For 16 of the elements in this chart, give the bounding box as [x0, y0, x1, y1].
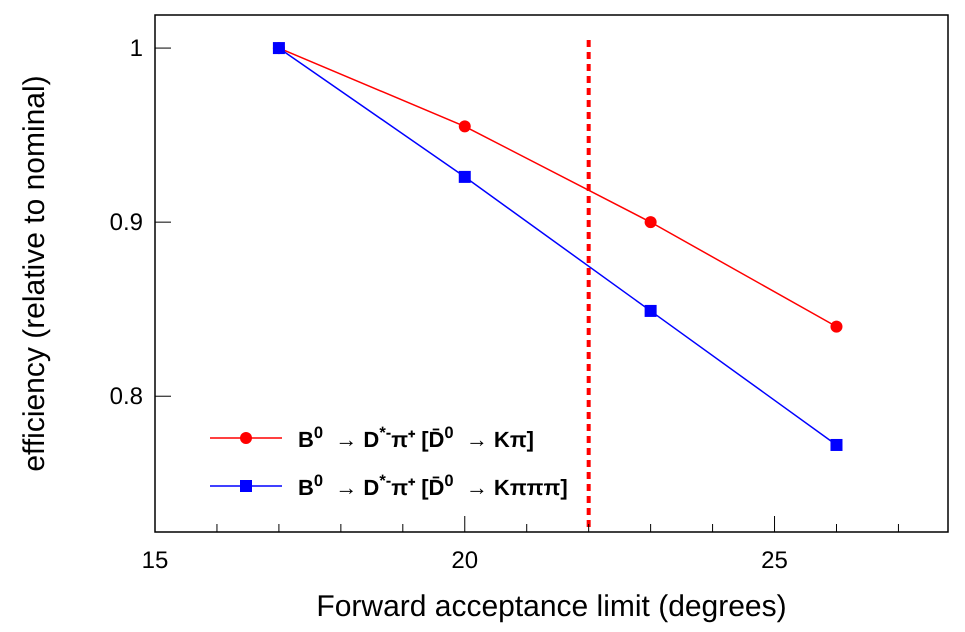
y-axis-title: efficiency (relative to nominal) [18, 75, 51, 472]
legend-label: B$^{0}$ → D$^{*-}$π⁺ [D̄$^{0}$ → Kπ] [298, 424, 534, 452]
y-tick-label: 0.8 [110, 383, 143, 410]
y-tick-label: 1 [130, 35, 143, 62]
x-axis-title: Forward acceptance limit (degrees) [316, 590, 787, 623]
x-tick-label: 20 [451, 547, 478, 574]
point [644, 216, 657, 228]
point [644, 304, 657, 317]
point [458, 120, 471, 132]
point [458, 170, 471, 183]
point [830, 438, 842, 451]
point [830, 320, 842, 333]
x-tick-label: 15 [142, 547, 168, 574]
x-tick-label: 25 [761, 547, 788, 574]
legend-label: B$^{0}$ → D$^{*-}$π⁺ [D̄$^{0}$ → Kπππ] [298, 472, 568, 500]
y-tick-label: 0.9 [110, 209, 143, 236]
